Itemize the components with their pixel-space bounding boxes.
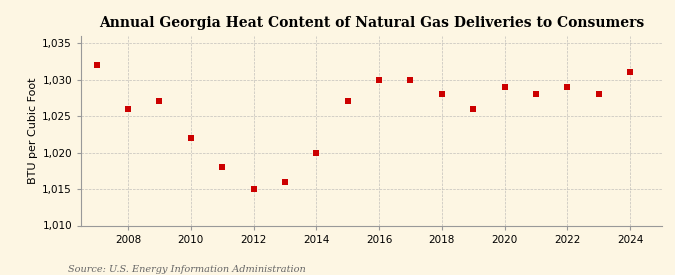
Title: Annual Georgia Heat Content of Natural Gas Deliveries to Consumers: Annual Georgia Heat Content of Natural G… <box>99 16 644 31</box>
Point <box>437 92 448 96</box>
Point <box>279 180 290 184</box>
Point <box>186 136 196 140</box>
Text: Source: U.S. Energy Information Administration: Source: U.S. Energy Information Administ… <box>68 265 305 274</box>
Point <box>593 92 604 96</box>
Point <box>374 77 385 82</box>
Point <box>154 99 165 104</box>
Point <box>217 165 227 169</box>
Point <box>500 85 510 89</box>
Point <box>468 106 479 111</box>
Point <box>342 99 353 104</box>
Point <box>562 85 573 89</box>
Point <box>405 77 416 82</box>
Point <box>123 106 134 111</box>
Y-axis label: BTU per Cubic Foot: BTU per Cubic Foot <box>28 77 38 184</box>
Point <box>531 92 541 96</box>
Point <box>625 70 636 75</box>
Point <box>91 63 102 67</box>
Point <box>311 150 322 155</box>
Point <box>248 187 259 191</box>
